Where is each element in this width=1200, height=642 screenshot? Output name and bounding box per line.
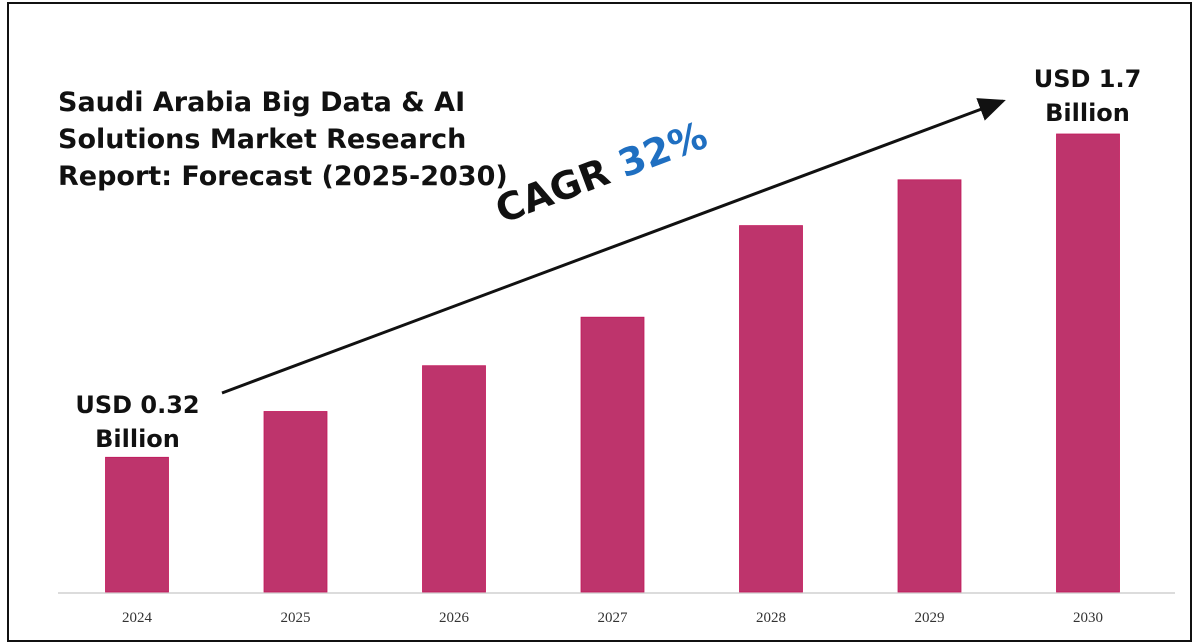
x-tick-label: 2029 (915, 610, 945, 626)
x-tick-label: 2027 (598, 610, 629, 626)
end-value-line1: USD 1.7 (1033, 65, 1142, 93)
growth-arrow (221, 98, 1006, 395)
x-tick-label: 2025 (281, 610, 311, 626)
chart-title: Saudi Arabia Big Data & AI Solutions Mar… (58, 87, 508, 192)
bar-2028 (739, 225, 803, 593)
end-value-line2: Billion (1045, 99, 1130, 127)
x-tick-label: 2024 (122, 610, 153, 626)
bar-2025 (263, 411, 328, 593)
start-value-label: USD 0.32 Billion (60, 388, 215, 456)
bar-2029 (897, 179, 962, 593)
x-tick-label: 2026 (439, 610, 470, 626)
bar-2030 (1056, 133, 1120, 593)
end-value-label: USD 1.7 Billion (1010, 62, 1165, 130)
bar-2027 (580, 316, 645, 593)
bar-2024 (105, 456, 169, 593)
bar-2026 (422, 365, 486, 593)
x-tick-label: 2030 (1073, 610, 1103, 626)
x-tick-label: 2028 (756, 610, 786, 626)
start-value-line2: Billion (95, 425, 180, 453)
start-value-line1: USD 0.32 (75, 391, 200, 419)
